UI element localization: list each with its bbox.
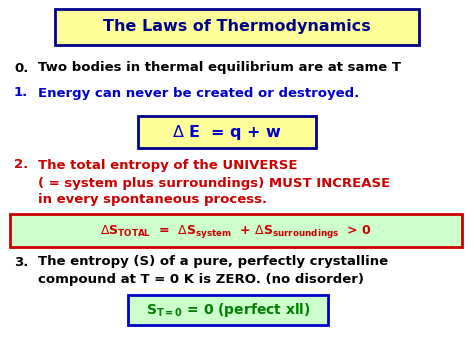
Text: The total entropy of the UNIVERSE: The total entropy of the UNIVERSE [38, 159, 298, 172]
Text: in every spontaneous process.: in every spontaneous process. [38, 194, 267, 206]
Text: compound at T = 0 K is ZERO. (no disorder): compound at T = 0 K is ZERO. (no disorde… [38, 273, 364, 287]
FancyBboxPatch shape [55, 9, 419, 45]
Text: 0.: 0. [14, 62, 28, 75]
FancyBboxPatch shape [138, 116, 316, 148]
Text: The Laws of Thermodynamics: The Laws of Thermodynamics [103, 20, 371, 35]
Text: $\Delta\mathbf{S_{TOTAL}}$  =  $\Delta\mathbf{S_{system}}$  + $\Delta\mathbf{S_{: $\Delta\mathbf{S_{TOTAL}}$ = $\Delta\mat… [100, 223, 372, 239]
Text: Two bodies in thermal equilibrium are at same T: Two bodies in thermal equilibrium are at… [38, 62, 401, 75]
Text: ( = system plus surroundings) MUST INCREASE: ( = system plus surroundings) MUST INCRE… [38, 176, 390, 189]
FancyBboxPatch shape [128, 295, 328, 325]
Text: Energy can never be created or destroyed.: Energy can never be created or destroyed… [38, 86, 359, 99]
FancyBboxPatch shape [10, 214, 462, 247]
Text: 1.: 1. [14, 86, 28, 99]
Text: $\Delta$ E  = q + w: $\Delta$ E = q + w [172, 122, 282, 141]
Text: 2.: 2. [14, 159, 28, 172]
Text: $\mathbf{S_{T=0}}$ = 0 (perfect xll): $\mathbf{S_{T=0}}$ = 0 (perfect xll) [146, 301, 310, 319]
Text: The entropy (S) of a pure, perfectly crystalline: The entropy (S) of a pure, perfectly cry… [38, 256, 388, 268]
Text: 3.: 3. [14, 256, 28, 268]
